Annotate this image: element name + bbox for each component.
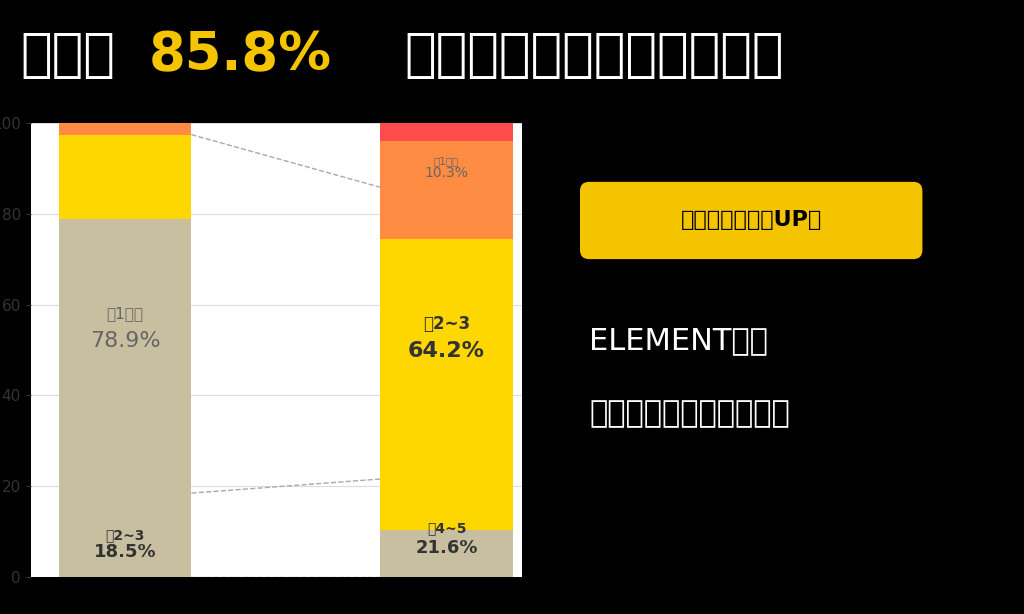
Text: の方が運動習慣作りに成功: の方が運動習慣作りに成功 — [404, 29, 784, 81]
Text: 18.5%: 18.5% — [94, 543, 157, 561]
Text: 週1未満: 週1未満 — [106, 306, 143, 321]
Text: 運動頻度が大幅UP！: 運動頻度が大幅UP！ — [681, 211, 822, 230]
Text: 週2~3: 週2~3 — [105, 528, 145, 542]
Text: 週2~3: 週2~3 — [423, 315, 470, 333]
Bar — [59, 219, 191, 577]
Text: 21.6%: 21.6% — [416, 538, 478, 557]
FancyBboxPatch shape — [580, 182, 923, 259]
Bar — [381, 239, 513, 530]
Text: 入会後: 入会後 — [20, 29, 116, 81]
Bar — [381, 530, 513, 577]
Text: 78.9%: 78.9% — [90, 331, 161, 351]
Text: ELEMENTなら: ELEMENTなら — [589, 327, 768, 356]
Text: 週4~5: 週4~5 — [427, 521, 466, 535]
Text: 運動を習慣化できます！: 運動を習慣化できます！ — [589, 399, 790, 428]
Bar — [381, 123, 513, 141]
Text: 10.3%: 10.3% — [425, 166, 469, 180]
Text: 85.8%: 85.8% — [148, 29, 332, 81]
Bar — [381, 141, 513, 239]
Text: 週1未満: 週1未満 — [434, 157, 460, 166]
Bar — [59, 123, 191, 134]
Bar — [59, 134, 191, 219]
Text: 64.2%: 64.2% — [409, 341, 485, 362]
